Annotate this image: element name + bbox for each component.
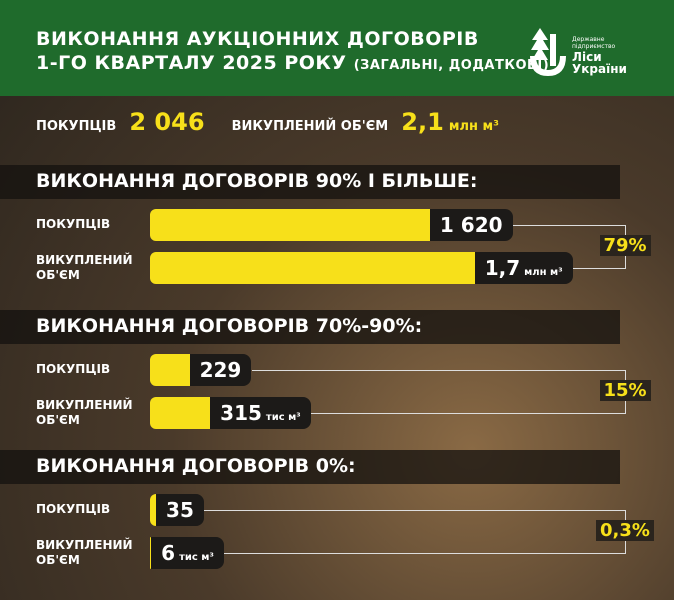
logo-line1: Державне	[572, 36, 605, 43]
value-unit: тис м³	[179, 552, 214, 563]
section-title: ВИКОНАННЯ ДОГОВОРІВ 70%-90%:	[36, 315, 423, 337]
bar	[150, 494, 157, 526]
totals-buyers: 2 046	[129, 108, 205, 136]
section-strip: ВИКОНАННЯ ДОГОВОРІВ 90% І БІЛЬШЕ:	[0, 165, 620, 199]
row-label: ВИКУПЛЕНИЙ ОБ'ЄМ	[36, 538, 133, 567]
title-line1: ВИКОНАННЯ АУКЦІОННИХ ДОГОВОРІВ	[36, 28, 479, 50]
totals-volume-label: ВИКУПЛЕНИЙ ОБ'ЄМ	[231, 119, 389, 134]
value-box: 315 тис м³	[210, 397, 311, 429]
row-label: ПОКУПЦІВ	[36, 217, 111, 231]
row-label: ВИКУПЛЕНИЙ ОБ'ЄМ	[36, 253, 133, 282]
connector	[224, 553, 625, 554]
totals: ПОКУПЦІВ 2 046 ВИКУПЛЕНИЙ ОБ'ЄМ 2,1 млн …	[36, 108, 499, 136]
logo-name: Ліси України	[572, 51, 627, 75]
logo-line2: підприємство	[572, 43, 616, 50]
value-box: 35	[156, 494, 204, 526]
value-label: 1 620	[439, 213, 503, 237]
bar	[150, 252, 475, 284]
totals-buyers-label: ПОКУПЦІВ	[36, 119, 117, 134]
connector	[512, 225, 625, 226]
row-label: ПОКУПЦІВ	[36, 502, 111, 516]
connector	[204, 510, 625, 511]
bar	[150, 209, 430, 241]
connector	[311, 413, 625, 414]
totals-volume-unit: млн м³	[448, 119, 499, 134]
value-label: 35	[166, 498, 194, 522]
value-label: 6	[161, 541, 176, 565]
title-line2-text: 1-ГО КВАРТАЛУ 2025 РОКУ	[36, 52, 347, 74]
row-label: ВИКУПЛЕНИЙ ОБ'ЄМ	[36, 398, 133, 427]
share: 0,3%	[596, 519, 654, 541]
title-line2: 1-ГО КВАРТАЛУ 2025 РОКУ (ЗАГАЛЬНІ, ДОДАТ…	[36, 52, 549, 74]
value-unit: тис м³	[265, 412, 301, 423]
logo-name2: України	[572, 62, 627, 76]
totals-volume: 2,1	[401, 108, 444, 136]
title-note: (ЗАГАЛЬНІ, ДОДАТКОВІ)	[353, 58, 550, 73]
value-label: 1,7	[484, 256, 521, 280]
header: ВИКОНАННЯ АУКЦІОННИХ ДОГОВОРІВ 1-ГО КВАР…	[0, 0, 674, 96]
value-unit: млн м³	[524, 267, 563, 278]
logo-name1: Ліси	[572, 50, 602, 64]
row-label: ПОКУПЦІВ	[36, 362, 111, 376]
value-label: 229	[199, 358, 242, 382]
value-box: 1 620	[429, 209, 513, 241]
bar	[150, 537, 152, 569]
connector	[251, 370, 625, 371]
section-title: ВИКОНАННЯ ДОГОВОРІВ 90% І БІЛЬШЕ:	[36, 170, 478, 192]
connector	[572, 268, 625, 269]
bar	[150, 354, 190, 386]
share: 79%	[599, 234, 651, 256]
section-title: ВИКОНАННЯ ДОГОВОРІВ 0%:	[36, 455, 356, 477]
logo-small: Державне підприємство	[572, 36, 615, 50]
value-box: 1,7 млн м³	[474, 252, 573, 284]
value-box: 229	[189, 354, 252, 386]
bar	[150, 397, 211, 429]
section-strip: ВИКОНАННЯ ДОГОВОРІВ 70%-90%:	[0, 310, 620, 344]
share: 15%	[599, 379, 651, 401]
value-box: 6 тис м³	[151, 537, 224, 569]
value-label: 315	[220, 401, 262, 425]
logo-icon	[530, 28, 566, 76]
section-strip: ВИКОНАННЯ ДОГОВОРІВ 0%:	[0, 450, 620, 484]
